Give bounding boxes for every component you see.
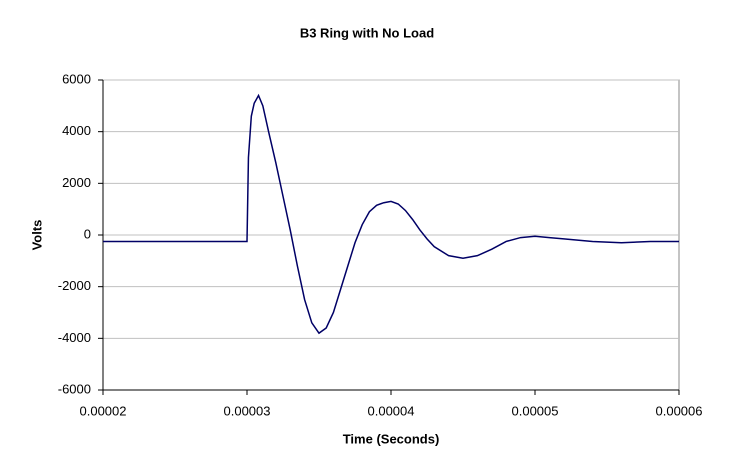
- y-tick-label: 0: [84, 226, 91, 241]
- y-tick-label: 2000: [62, 175, 91, 190]
- x-axis-label: Time (Seconds): [343, 431, 440, 446]
- data-line: [103, 93, 679, 335]
- y-tick-label: -2000: [58, 278, 91, 293]
- y-tick-label: 6000: [62, 71, 91, 86]
- x-tick-label: 0.00006: [656, 403, 703, 418]
- x-tick-label: 0.00004: [368, 403, 415, 418]
- y-tick-label: 4000: [62, 123, 91, 138]
- y-tick-label: -6000: [58, 381, 91, 396]
- x-tick-label: 0.00003: [224, 403, 271, 418]
- x-tick-label: 0.00005: [512, 403, 559, 418]
- y-tick-label: -4000: [58, 330, 91, 345]
- x-tick-label: 0.00002: [80, 403, 127, 418]
- y-axis-label: Volts: [29, 220, 44, 251]
- chart-title: B3 Ring with No Load: [300, 25, 434, 40]
